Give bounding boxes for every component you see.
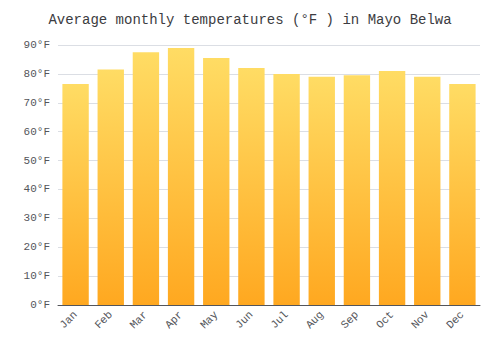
svg-text:Aug: Aug xyxy=(304,309,326,331)
svg-text:May: May xyxy=(198,308,221,331)
svg-text:Jul: Jul xyxy=(268,309,290,331)
svg-text:Mar: Mar xyxy=(128,309,150,331)
svg-text:Jan: Jan xyxy=(57,309,79,331)
svg-text:Average monthly temperatures (: Average monthly temperatures (°F ) in Ma… xyxy=(48,12,451,28)
svg-text:Sep: Sep xyxy=(339,309,361,331)
svg-text:60°F: 60°F xyxy=(24,126,50,138)
svg-text:0°F: 0°F xyxy=(30,299,50,311)
svg-text:Apr: Apr xyxy=(163,309,185,331)
svg-text:Jun: Jun xyxy=(233,309,255,331)
svg-text:30°F: 30°F xyxy=(24,212,50,224)
svg-text:50°F: 50°F xyxy=(24,155,50,167)
svg-text:70°F: 70°F xyxy=(24,97,50,109)
svg-text:20°F: 20°F xyxy=(24,241,50,253)
svg-text:Nov: Nov xyxy=(409,308,432,331)
svg-text:90°F: 90°F xyxy=(24,39,50,51)
svg-text:Oct: Oct xyxy=(374,309,396,331)
svg-text:80°F: 80°F xyxy=(24,68,50,80)
svg-text:10°F: 10°F xyxy=(24,270,50,282)
svg-text:Dec: Dec xyxy=(444,309,466,331)
svg-text:40°F: 40°F xyxy=(24,183,50,195)
svg-text:Feb: Feb xyxy=(93,309,115,331)
